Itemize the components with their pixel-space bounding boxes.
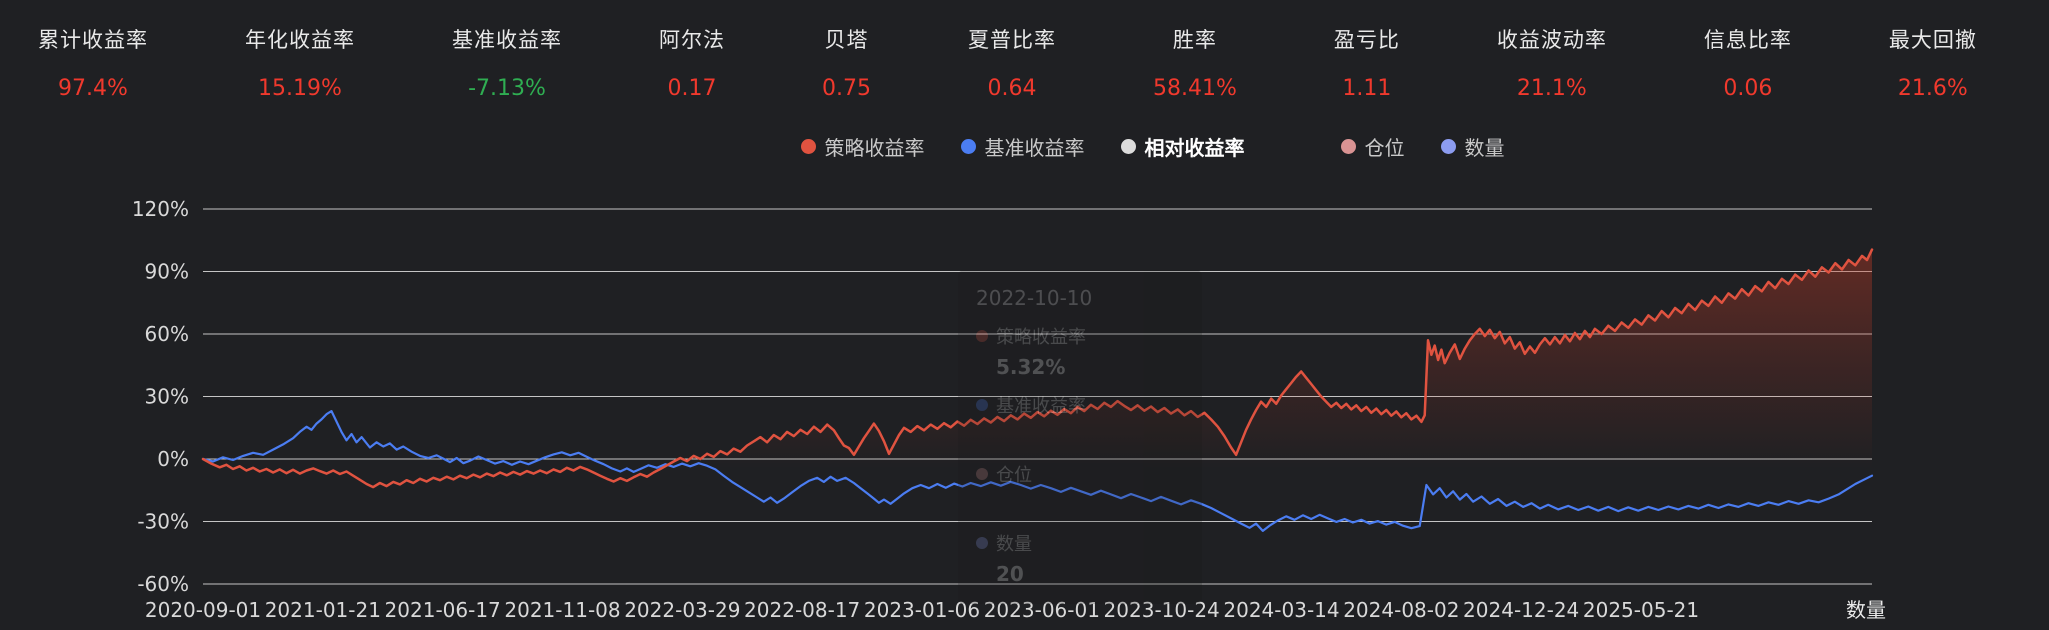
metrics-bar: 累计收益率 97.4% 年化收益率 15.19% 基准收益率 -7.13% 阿尔法 0.17 贝…	[0, 24, 2049, 101]
legend-item-position[interactable]: 仓位	[1340, 132, 1405, 161]
x-tick-label: 2023-10-24	[1104, 598, 1220, 622]
metric-alpha: 阿尔法 0.17	[659, 24, 725, 101]
legend-item-relative-return[interactable]: 相对收益率	[1120, 132, 1245, 161]
metric-information-ratio: 信息比率 0.06	[1704, 24, 1792, 101]
metric-value: 21.6%	[1897, 76, 1968, 101]
legend-dot-icon	[1120, 139, 1136, 154]
strategy-area-fill	[203, 249, 1872, 584]
metric-label: 年化收益率	[245, 28, 355, 52]
x-tick-label: 2024-03-14	[1223, 598, 1339, 622]
x-tick-label: 2021-11-08	[504, 598, 620, 622]
x-tick-label: 2025-05-21	[1583, 598, 1699, 622]
legend-label: 仓位	[1364, 136, 1405, 160]
metric-value: -7.13%	[468, 76, 546, 101]
y-tick-label: -60%	[137, 572, 189, 596]
legend-dot-icon	[800, 139, 816, 154]
metric-value: 21.1%	[1516, 76, 1587, 101]
legend-item-benchmark-return[interactable]: 基准收益率	[960, 132, 1085, 161]
metric-cumulative-return: 累计收益率 97.4%	[38, 24, 148, 101]
y-tick-label: 30%	[145, 385, 189, 409]
metric-value: 0.75	[822, 76, 871, 101]
metric-label: 阿尔法	[659, 28, 725, 52]
metric-return-volatility: 收益波动率 21.1%	[1497, 24, 1607, 101]
legend-label: 策略收益率	[824, 136, 925, 160]
y-tick-label: 0%	[157, 447, 189, 471]
metric-sharpe-ratio: 夏普比率 0.64	[968, 24, 1056, 101]
x-tick-label: 2022-03-29	[624, 598, 740, 622]
x-axis-labels: 2020-09-01 2021-01-21 2021-06-17 2021-11-08…	[145, 598, 1886, 622]
x-tick-label: 2024-08-02	[1343, 598, 1459, 622]
metric-beta: 贝塔 0.75	[822, 24, 871, 101]
metric-label: 收益波动率	[1496, 28, 1607, 52]
metric-max-drawdown: 最大回撤 21.6%	[1889, 24, 1977, 101]
right-axis-label: 数量	[1846, 598, 1886, 622]
metric-label: 最大回撤	[1888, 28, 1977, 52]
metric-annualized-return: 年化收益率 15.19%	[245, 24, 355, 101]
metric-value: 0.17	[667, 76, 717, 101]
y-tick-label: -30%	[137, 510, 189, 534]
metric-label: 基准收益率	[452, 28, 562, 52]
metric-value: 97.4%	[58, 76, 128, 101]
metric-benchmark-return: 基准收益率 -7.13%	[452, 24, 562, 101]
legend-dot-icon	[1340, 139, 1356, 154]
chart-legend-items: 策略收益率 基准收益率 相对收益率 仓位 数量	[800, 132, 1505, 161]
x-tick-label: 2021-01-21	[265, 598, 381, 622]
legend-label: 基准收益率	[984, 136, 1085, 160]
legend-dot-icon	[1440, 139, 1456, 154]
strategy-line	[201, 248, 1874, 489]
x-tick-label: 2021-06-17	[385, 598, 501, 622]
chart-legend: 策略收益率 基准收益率 相对收益率 仓位 数量	[0, 132, 2049, 161]
x-tick-label: 2020-09-01	[145, 598, 261, 622]
x-tick-label: 2024-12-24	[1463, 598, 1579, 622]
legend-dot-icon	[960, 139, 976, 154]
legend-label: 数量	[1464, 136, 1505, 160]
legend-item-strategy-return[interactable]: 策略收益率	[800, 132, 925, 161]
metric-value: 58.41%	[1152, 76, 1237, 101]
metric-value: 0.06	[1723, 76, 1773, 101]
y-tick-label: 120%	[132, 197, 189, 221]
x-tick-label: 2023-01-06	[864, 598, 980, 622]
legend-item-quantity[interactable]: 数量	[1440, 132, 1505, 161]
x-tick-label: 2023-06-01	[984, 598, 1100, 622]
metric-label: 贝塔	[824, 28, 869, 52]
x-tick-label: 2022-08-17	[744, 598, 860, 622]
metric-value: 0.64	[987, 76, 1037, 101]
metric-label: 夏普比率	[967, 28, 1056, 52]
metric-win-rate: 胜率 58.41%	[1153, 24, 1237, 101]
metric-value: 15.19%	[258, 76, 342, 101]
metric-profit-loss-ratio: 盈亏比 1.11	[1334, 24, 1400, 101]
metric-label: 胜率	[1172, 28, 1217, 52]
metric-label: 累计收益率	[38, 28, 148, 52]
y-tick-label: 90%	[145, 260, 189, 284]
legend-label: 相对收益率	[1144, 136, 1245, 160]
metric-label: 盈亏比	[1333, 28, 1400, 52]
metric-value: 1.11	[1342, 76, 1392, 101]
metric-label: 信息比率	[1703, 28, 1792, 52]
y-tick-label: 60%	[145, 322, 189, 346]
benchmark-line	[201, 410, 1874, 533]
